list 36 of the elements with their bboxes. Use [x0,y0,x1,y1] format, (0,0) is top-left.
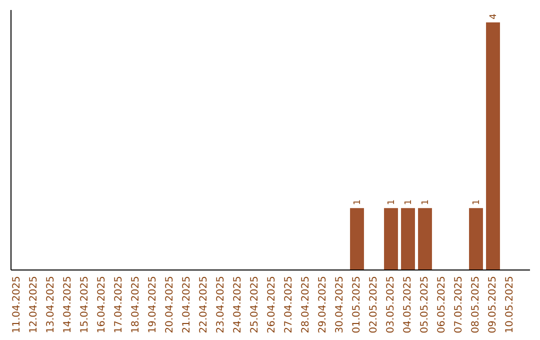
x-tick-label: 04.05.2025 [402,276,414,334]
x-tick-label: 08.05.2025 [470,276,482,334]
x-tick-label: 03.05.2025 [386,276,396,334]
x-tick-label: 20.04.2025 [164,276,176,334]
x-tick-label: 26.04.2025 [266,276,278,334]
x-tick-label: 10.05.2025 [504,276,516,334]
x-tick-label: 30.04.2025 [334,276,346,334]
data-label: 1 [387,199,397,206]
x-tick-label: 19.04.2025 [148,276,158,334]
x-tick-label: 14.04.2025 [62,276,74,334]
x-tick-label: 16.04.2025 [96,276,108,334]
x-tick-label: 09.05.2025 [488,276,498,334]
x-tick-label: 15.04.2025 [80,276,90,334]
x-tick-label: 21.04.2025 [182,276,192,334]
x-tick-label: 11.04.2025 [12,276,22,334]
x-tick-label: 12.04.2025 [28,276,40,334]
x-tick-label: 05.05.2025 [420,276,430,334]
x-tick-label: 18.04.2025 [130,276,142,334]
data-label: 1 [472,199,482,206]
x-tick-label: 02.05.2025 [368,276,380,334]
x-tick-label: 07.05.2025 [454,276,464,334]
x-tick-label: 17.04.2025 [114,276,124,334]
x-tick-label: 28.04.2025 [300,276,312,334]
x-tick-label: 23.04.2025 [216,276,226,334]
data-label: 1 [353,199,363,206]
x-tick-label: 25.04.2025 [250,276,260,334]
x-tick-label: 24.04.2025 [232,276,244,334]
data-label: 1 [404,199,414,206]
x-tick-label: 13.04.2025 [46,276,56,334]
x-tick-label: 27.04.2025 [284,276,294,334]
data-label: 4 [489,13,499,20]
x-tick-label: 06.05.2025 [436,276,448,334]
data-label: 1 [421,199,431,206]
x-tick-label: 01.05.2025 [352,276,362,334]
x-tick-label: 22.04.2025 [198,276,210,334]
x-tick-label: 29.04.2025 [318,276,328,334]
